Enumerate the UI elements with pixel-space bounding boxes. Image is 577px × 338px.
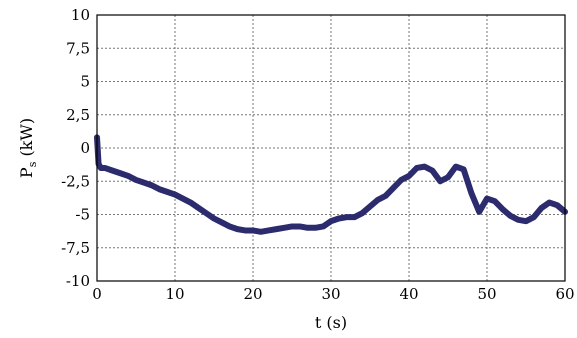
grid (97, 15, 565, 281)
y-tick-label: 2,5 (66, 106, 90, 124)
x-tick-label: 50 (477, 285, 496, 303)
x-tick-label: 20 (243, 285, 262, 303)
x-axis-title: t (s) (315, 313, 347, 332)
x-tick-label: 40 (399, 285, 418, 303)
x-tick-label: 0 (92, 285, 102, 303)
y-tick-label: 10 (71, 6, 90, 24)
x-tick-label: 10 (165, 285, 184, 303)
x-tick-label: 60 (555, 285, 574, 303)
y-tick-label: 7,5 (66, 39, 90, 57)
y-tick-label: -2,5 (61, 172, 90, 190)
y-axis-title: Ps (kW) (17, 118, 39, 178)
tick-labels: 0 10 20 30 40 50 60 10 7,5 5 2,5 0 -2,5 -5 -7,5 -10 (61, 6, 574, 303)
plot-frame (96, 14, 566, 282)
y-tick-label: -5 (75, 206, 90, 224)
data-series-line (94, 134, 568, 235)
y-tick-label: -10 (66, 272, 90, 290)
y-tick-label: 0 (80, 139, 90, 157)
y-axis-title-main: P (17, 167, 36, 178)
y-axis-title-unit: (kW) (17, 118, 36, 162)
x-tick-label: 30 (321, 285, 340, 303)
y-tick-label: -7,5 (61, 239, 90, 257)
y-axis-title-subscript: s (26, 161, 39, 167)
y-tick-label: 5 (80, 73, 90, 91)
